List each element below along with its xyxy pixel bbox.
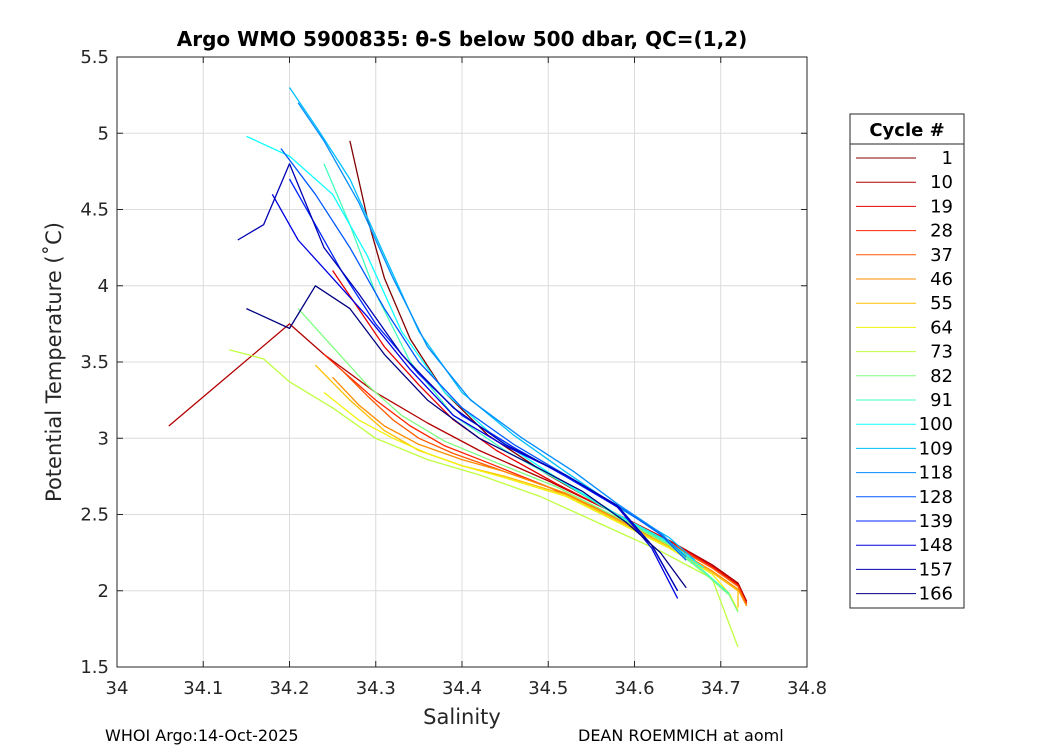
legend-label-cycle-139: 139 bbox=[919, 511, 953, 532]
legend-label-cycle-100: 100 bbox=[919, 414, 953, 435]
legend-items: 1 10 19 28 37 46 55 64 73 82 91 100 109 118 128 139 148 1… bbox=[856, 148, 953, 605]
y-tick-label: 2.5 bbox=[80, 505, 109, 526]
series-line-cycle-148 bbox=[271, 193, 679, 599]
series-line-cycle-28 bbox=[323, 353, 748, 605]
x-tick-label: 34.8 bbox=[787, 678, 827, 699]
legend-label-cycle-166: 166 bbox=[919, 584, 953, 605]
y-tick-label: 2 bbox=[98, 581, 109, 602]
x-axis-label: Salinity bbox=[423, 705, 501, 729]
y-axis-label: Potential Temperature (˚C) bbox=[42, 222, 66, 502]
series-line-cycle-128 bbox=[280, 148, 687, 561]
series-line-cycle-37 bbox=[340, 369, 748, 605]
series-line-cycle-166 bbox=[246, 285, 687, 589]
legend-label-cycle-37: 37 bbox=[930, 245, 953, 266]
legend-label-cycle-28: 28 bbox=[930, 221, 953, 242]
legend-box bbox=[849, 113, 965, 609]
legend-label-cycle-91: 91 bbox=[930, 390, 953, 411]
series-line-cycle-157 bbox=[237, 163, 679, 592]
series-line-cycle-82 bbox=[297, 308, 739, 613]
y-tick-label: 4 bbox=[98, 276, 109, 297]
y-tick-label: 5 bbox=[98, 123, 109, 144]
series-line-cycle-118 bbox=[297, 102, 687, 558]
legend-title: Cycle # bbox=[869, 120, 944, 141]
series-line-cycle-139 bbox=[288, 178, 679, 592]
legend-label-cycle-73: 73 bbox=[930, 342, 953, 363]
x-tick-label: 34.6 bbox=[614, 678, 654, 699]
legend: Cycle # 1 10 19 28 37 46 55 64 73 82 91 100 109 118 12… bbox=[849, 113, 965, 609]
chart-title: Argo WMO 5900835: θ-S below 500 dbar, QC… bbox=[177, 27, 747, 51]
legend-label-cycle-64: 64 bbox=[930, 317, 953, 338]
x-tick-label: 34 bbox=[106, 678, 129, 699]
y-tick-label: 3.5 bbox=[80, 352, 109, 373]
legend-label-cycle-148: 148 bbox=[919, 535, 953, 556]
legend-label-cycle-46: 46 bbox=[930, 269, 953, 290]
plot-series-group bbox=[168, 87, 748, 648]
legend-label-cycle-157: 157 bbox=[919, 559, 953, 580]
x-tick-label: 34.3 bbox=[356, 678, 396, 699]
x-tick-label: 34.5 bbox=[528, 678, 568, 699]
legend-label-cycle-19: 19 bbox=[930, 196, 953, 217]
y-tick-label: 4.5 bbox=[80, 200, 109, 221]
series-line-cycle-91 bbox=[323, 163, 730, 595]
y-tick-label: 1.5 bbox=[80, 657, 109, 678]
x-axis-ticks: 34 34.1 34.2 34.3 34.4 34.5 34.6 34.7 34.8 bbox=[106, 57, 827, 699]
series-line-cycle-73 bbox=[228, 349, 739, 648]
x-tick-label: 34.1 bbox=[183, 678, 223, 699]
legend-label-cycle-128: 128 bbox=[919, 487, 953, 508]
legend-label-cycle-55: 55 bbox=[930, 293, 953, 314]
footer-attribution: DEAN ROEMMICH at aoml bbox=[578, 726, 784, 745]
x-tick-label: 34.7 bbox=[701, 678, 741, 699]
legend-label-cycle-109: 109 bbox=[919, 438, 953, 459]
series-line-cycle-64 bbox=[323, 391, 739, 611]
legend-label-cycle-118: 118 bbox=[919, 463, 953, 484]
legend-label-cycle-1: 1 bbox=[942, 148, 953, 169]
series-line-cycle-10 bbox=[168, 323, 748, 602]
legend-label-cycle-82: 82 bbox=[930, 366, 953, 387]
footer-source-date: WHOI Argo:14-Oct-2025 bbox=[105, 726, 299, 745]
x-tick-label: 34.4 bbox=[442, 678, 482, 699]
series-line-cycle-100 bbox=[246, 135, 704, 569]
legend-label-cycle-10: 10 bbox=[930, 172, 953, 193]
series-line-cycle-46 bbox=[332, 376, 748, 607]
y-tick-label: 3 bbox=[98, 428, 109, 449]
x-tick-label: 34.2 bbox=[269, 678, 309, 699]
series-line-cycle-55 bbox=[314, 364, 739, 608]
y-axis-ticks: 1.5 2 2.5 3 3.5 4 4.5 5 5.5 bbox=[80, 47, 807, 678]
y-tick-label: 5.5 bbox=[80, 47, 109, 68]
series-line-cycle-19 bbox=[332, 270, 748, 604]
grid-lines bbox=[117, 57, 807, 667]
